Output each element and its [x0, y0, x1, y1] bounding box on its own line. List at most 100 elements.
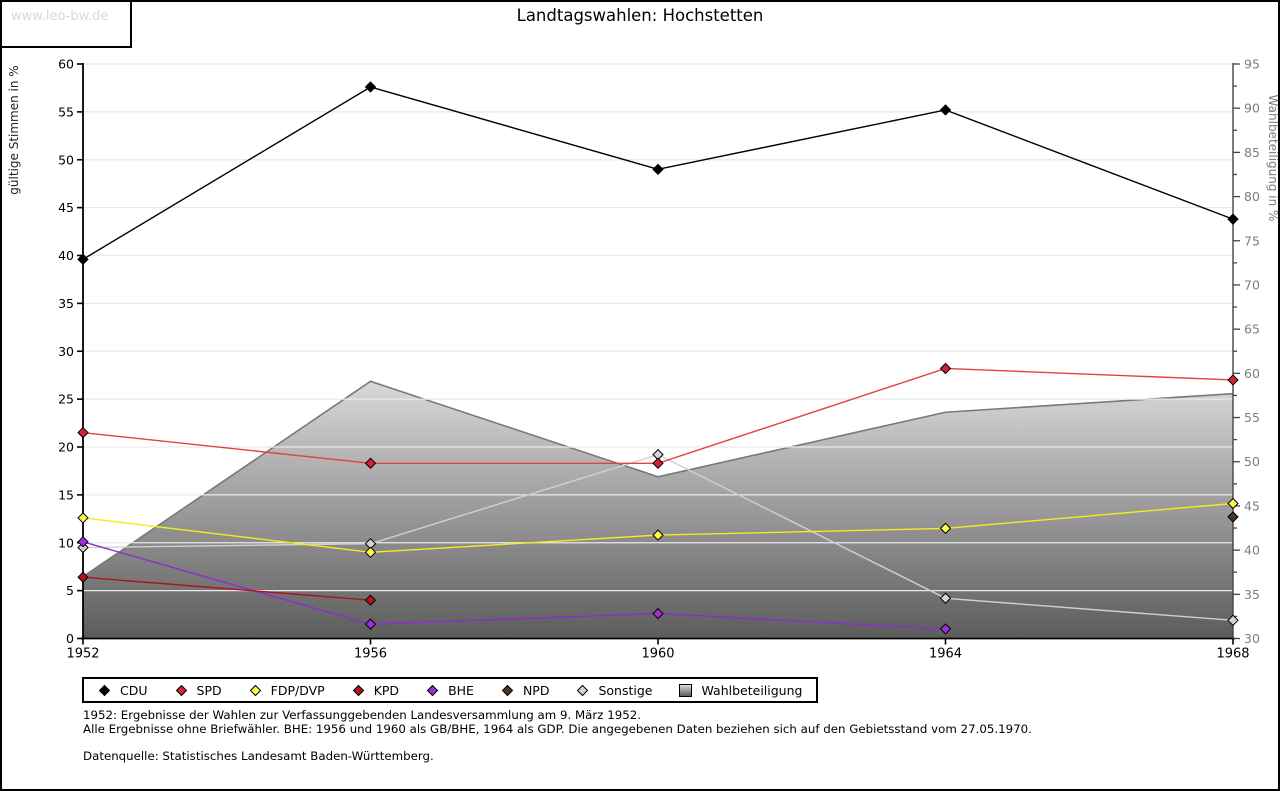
chart-title: Landtagswahlen: Hochstetten	[516, 6, 764, 25]
left-axis-tick-label: 30	[58, 344, 74, 359]
data-point-kpd	[77, 571, 89, 583]
right-axis-tick-label: 50	[1244, 454, 1260, 469]
data-point-fdp-dvp	[77, 512, 89, 524]
left-axis-tick-label: 50	[58, 152, 74, 167]
left-axis-title: gültige Stimmen in %	[7, 65, 21, 194]
legend-item-fdp-dvp: FDP/DVP	[249, 683, 325, 698]
legend-item-spd: SPD	[175, 683, 222, 698]
data-point-bhe	[364, 618, 377, 630]
x-axis-tick-label: 1964	[929, 647, 962, 662]
legend-item-npd: NPD	[501, 682, 550, 698]
legend-label-spd: SPD	[196, 682, 222, 698]
left-axis-tick-label: 45	[58, 200, 74, 215]
legend-item-bhe: BHE	[426, 683, 474, 698]
x-axis-tick-label: 1960	[641, 647, 674, 662]
data-point-spd	[652, 457, 664, 469]
legend-swatch-spd	[175, 684, 187, 696]
right-axis-tick-label: 45	[1244, 498, 1260, 513]
right-axis-tick-label: 65	[1244, 322, 1260, 337]
legend-item-wahlbeteiligung: Wahlbeteiligung	[679, 683, 802, 698]
data-point-bhe	[77, 536, 89, 548]
legend-label-sonstige: Sonstige	[598, 682, 653, 698]
legend-swatch-fdp-dvp	[249, 684, 261, 696]
series-npd	[1227, 511, 1239, 523]
left-axis-tick-label: 10	[58, 535, 74, 550]
data-point-fdp-dvp	[364, 546, 377, 559]
series-cdu	[77, 81, 1239, 266]
legend-item-cdu: CDU	[98, 683, 148, 698]
legend-swatch-sonstige	[577, 684, 589, 696]
footnote-1952: 1952: Ergebnisse der Wahlen zur Verfassu…	[83, 708, 641, 722]
data-point-cdu	[1227, 213, 1239, 225]
data-point-npd	[1227, 511, 1239, 523]
footnotes: 1952: Ergebnisse der Wahlen zur Verfassu…	[83, 708, 1258, 763]
right-axis-title: Wahlbeteiligung in %	[1266, 95, 1280, 222]
legend-label-bhe: BHE	[448, 682, 474, 698]
series-kpd	[77, 571, 377, 606]
legend-label-cdu: CDU	[120, 682, 148, 698]
right-axis-tick-label: 35	[1244, 587, 1260, 602]
data-point-spd	[1227, 374, 1239, 386]
turnout-area	[83, 381, 1233, 639]
right-axis-tick-label: 55	[1244, 410, 1260, 425]
legend-swatch-wahlbeteiligung	[679, 683, 693, 697]
data-point-spd	[939, 362, 952, 375]
legend-label-wahlbeteiligung: Wahlbeteiligung	[701, 682, 803, 698]
data-point-sonstige	[1227, 614, 1239, 627]
data-point-bhe	[939, 623, 952, 635]
left-axis-tick-label: 20	[58, 440, 74, 455]
footnote-methodology: Alle Ergebnisse ohne Briefwähler. BHE: 1…	[83, 722, 1032, 736]
legend-label-kpd: KPD	[373, 682, 400, 698]
left-axis-tick-label: 55	[58, 104, 74, 119]
legend-item-sonstige: Sonstige	[576, 683, 652, 698]
left-axis-tick-label: 25	[58, 392, 74, 407]
data-point-spd	[77, 426, 89, 439]
legend: CDU SPD FDP/DVP KPD BHE NPD Sonstige Wahlbeteil…	[82, 677, 819, 703]
right-axis-tick-label: 95	[1244, 57, 1260, 72]
right-axis-tick-label: 30	[1244, 631, 1260, 646]
legend-label-npd: NPD	[522, 682, 550, 698]
data-point-fdp-dvp	[939, 522, 952, 535]
data-point-sonstige	[939, 592, 952, 604]
legend-item-kpd: KPD	[352, 683, 399, 698]
right-axis-tick-label: 75	[1244, 233, 1260, 248]
data-point-cdu	[364, 81, 377, 93]
data-point-fdp-dvp	[1227, 497, 1239, 510]
left-axis-tick-label: 0	[66, 631, 74, 646]
legend-diamond-bhe	[426, 684, 439, 696]
legend-diamond-spd	[175, 684, 187, 696]
data-point-sonstige	[77, 541, 89, 554]
left-axis-tick-label: 60	[58, 57, 74, 72]
series-spd	[77, 362, 1239, 469]
legend-diamond-sonstige	[577, 684, 589, 696]
left-axis-tick-label: 15	[58, 487, 74, 502]
legend-swatch-bhe	[426, 684, 439, 696]
data-point-kpd	[364, 594, 377, 606]
series-bhe	[77, 536, 952, 635]
legend-swatch-kpd	[352, 684, 364, 696]
data-point-fdp-dvp	[652, 529, 664, 541]
right-axis-tick-label: 70	[1244, 277, 1260, 292]
series-fdp-dvp	[77, 497, 1239, 559]
data-point-cdu	[652, 163, 664, 176]
legend-diamond-kpd	[352, 684, 364, 696]
x-axis-tick-label: 1968	[1216, 647, 1249, 662]
right-axis-tick-label: 85	[1244, 145, 1260, 160]
data-point-cdu	[939, 104, 952, 116]
left-axis-tick-label: 35	[58, 296, 74, 311]
right-axis-tick-label: 60	[1244, 366, 1260, 381]
watermark: www.leo-bw.de	[2, 2, 132, 48]
legend-diamond-npd	[501, 684, 514, 696]
data-point-bhe	[652, 607, 664, 620]
left-axis-tick-label: 40	[58, 248, 74, 263]
legend-diamond-fdp-dvp	[249, 684, 261, 696]
x-axis-tick-label: 1952	[66, 647, 99, 662]
right-axis-tick-label: 40	[1244, 543, 1260, 558]
legend-diamond-cdu	[98, 684, 111, 696]
right-axis-tick-label: 80	[1244, 189, 1260, 204]
data-point-cdu	[77, 253, 89, 266]
legend-swatch-npd	[501, 684, 514, 696]
right-axis-tick-label: 90	[1244, 101, 1260, 116]
legend-label-fdp-dvp: FDP/DVP	[270, 682, 325, 698]
